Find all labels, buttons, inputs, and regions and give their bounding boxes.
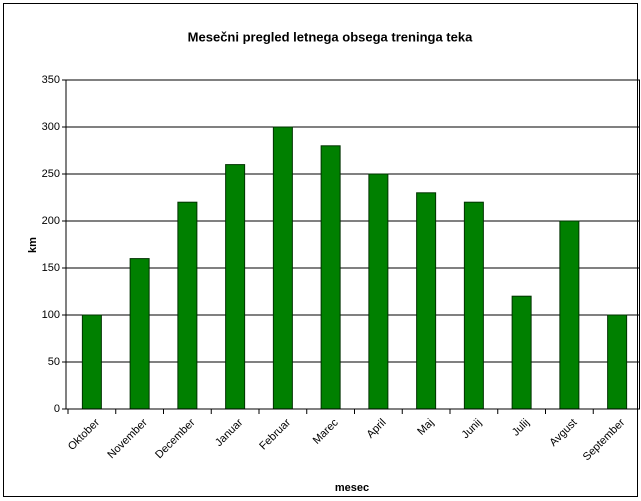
y-tick-label: 150 (42, 262, 60, 274)
chart-title: Mesečni pregled letnega obsega treninga … (188, 29, 473, 44)
y-tick-label: 50 (48, 356, 60, 368)
y-tick-label: 300 (42, 121, 60, 133)
bar (272, 126, 293, 410)
bar (177, 201, 198, 410)
y-tick-label: 0 (54, 403, 60, 415)
bar (320, 145, 341, 410)
x-axis-label: mesec (335, 482, 369, 494)
bar (225, 164, 246, 410)
bar (559, 220, 580, 410)
bar (416, 192, 437, 410)
bar (463, 201, 484, 410)
y-tick-label: 100 (42, 309, 60, 321)
bar (511, 295, 532, 410)
y-tick-label: 250 (42, 168, 60, 180)
bar (607, 314, 628, 410)
bar (368, 173, 389, 410)
y-tick-label: 200 (42, 215, 60, 227)
y-tick-label: 350 (42, 74, 60, 86)
bar (129, 258, 150, 410)
y-axis-label: km (27, 237, 39, 253)
bar (81, 314, 102, 410)
chart-border (3, 3, 638, 497)
